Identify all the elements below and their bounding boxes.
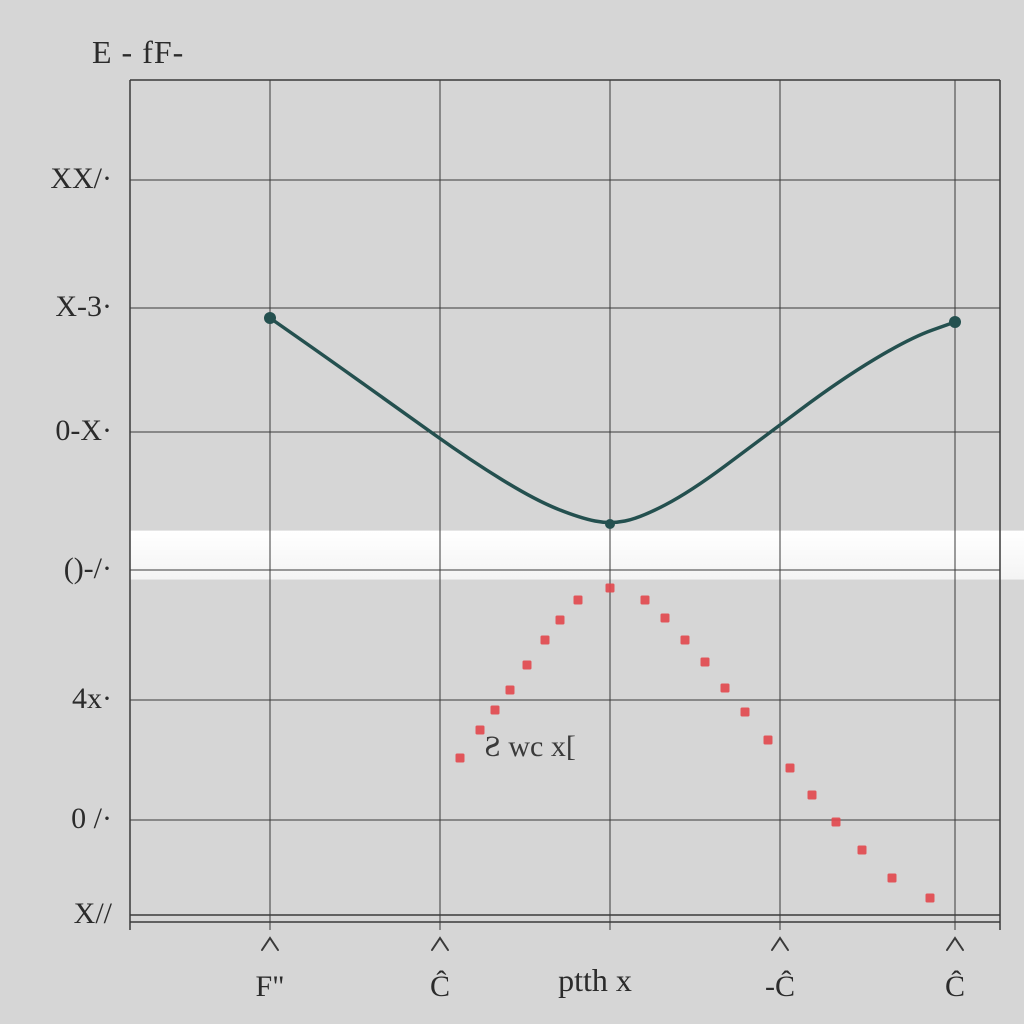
- plot-border: [130, 80, 1000, 930]
- y-tick-label: X-3·: [32, 290, 112, 324]
- chart-container: E - fF- Ƨ wc x[ ptth x XX/·X-3·0-X·()-/·…: [0, 0, 1024, 1024]
- y-tick-label: 0 /·: [32, 802, 112, 836]
- y-tick-label: XX/·: [32, 162, 112, 196]
- y-tick-label: 0-X·: [32, 414, 112, 448]
- y-tick-label: ()-/·: [32, 552, 112, 586]
- y-tick-label: 4x·: [32, 682, 112, 716]
- y-tick-label: X//: [32, 897, 112, 931]
- grid-group: [130, 80, 1000, 930]
- x-tick-carets: [262, 938, 963, 950]
- chart-svg: [0, 0, 1024, 1024]
- x-tick-label: Ĉ: [945, 970, 965, 1004]
- double-baseline: [130, 915, 1000, 922]
- x-tick-label: Ĉ: [430, 970, 450, 1004]
- series-dashed: [456, 584, 935, 903]
- x-tick-label: -Ĉ: [765, 970, 795, 1004]
- series-line: [264, 312, 961, 529]
- x-tick-label: F": [256, 970, 285, 1004]
